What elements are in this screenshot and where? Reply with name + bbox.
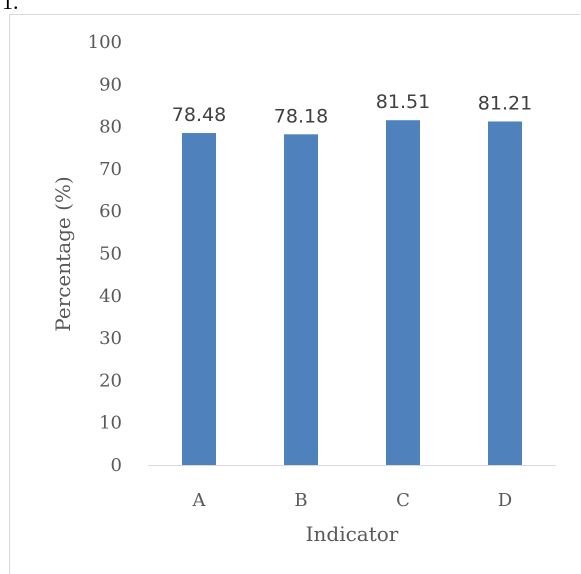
y-axis-ticks: 0 10 20 30 40 50 60 70 80 90 100 [88,32,122,476]
y-tick-label: 20 [99,370,122,391]
y-axis-title: Percentage (%) [51,176,75,331]
x-axis-title: Indicator [306,522,399,546]
bar-D [488,121,522,466]
bar-C [386,120,420,465]
x-tick-label: D [498,490,512,511]
y-tick-label: 100 [88,32,122,53]
y-tick-label: 40 [99,286,122,307]
x-tick-label: C [396,490,410,511]
y-tick-label: 0 [111,455,122,476]
data-label-C: 81.51 [376,91,430,113]
x-tick-label: A [192,490,207,511]
y-tick-label: 30 [99,328,122,349]
bars [182,120,522,466]
page-fragment-text: 1. [2,0,19,14]
data-label-B: 78.18 [274,105,328,127]
data-label-A: 78.48 [172,104,226,126]
chart-frame [9,14,580,574]
data-labels: 78.48 78.18 81.51 81.21 [172,91,532,127]
y-tick-label: 50 [99,244,122,265]
y-tick-label: 90 [99,74,122,95]
y-tick-label: 80 [99,117,122,138]
x-tick-label: B [294,490,307,511]
y-tick-label: 60 [99,201,122,222]
x-axis-ticks: A B C D [192,490,513,511]
data-label-D: 81.21 [478,92,532,114]
y-tick-label: 10 [99,413,122,434]
bar-A [182,133,216,465]
bar-B [284,134,318,466]
y-tick-label: 70 [99,159,122,180]
